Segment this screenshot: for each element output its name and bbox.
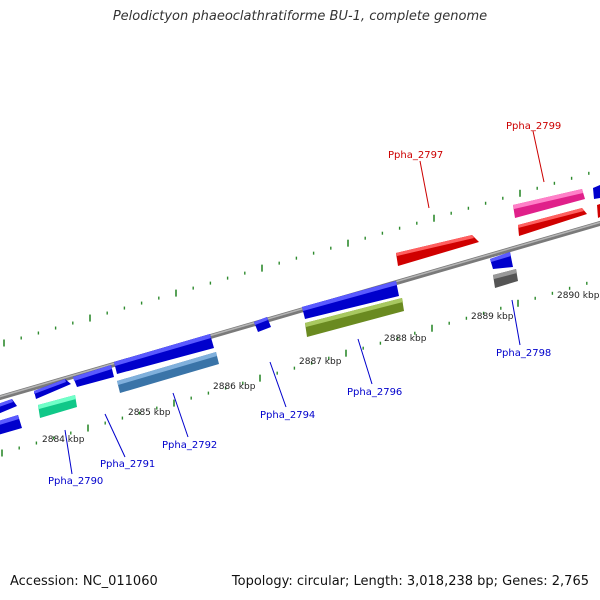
gene-reverse-7[interactable] <box>302 281 399 319</box>
feature-teal[interactable] <box>38 395 77 418</box>
feature-olive[interactable] <box>305 298 404 337</box>
feature-steelblue[interactable] <box>117 352 219 393</box>
gene-reverse-4[interactable] <box>73 365 114 387</box>
kbp-label-2884: 2884 kbp <box>42 435 85 445</box>
gene-forward-4[interactable] <box>597 204 600 218</box>
gene-forward-3[interactable] <box>593 185 600 199</box>
gene-label-ppha-2798[interactable]: Ppha_2798 <box>496 348 551 359</box>
gene-label-ppha-2796[interactable]: Ppha_2796 <box>347 387 402 398</box>
gene-forward-1[interactable] <box>396 235 479 266</box>
kbp-label-2888: 2888 kbp <box>384 334 427 344</box>
gene-reverse-5[interactable] <box>114 334 214 374</box>
gene-label-ppha-2797[interactable]: Ppha_2797 <box>388 150 443 161</box>
kbp-label-2890: 2890 kbp <box>557 291 600 301</box>
gene-forward-2[interactable] <box>518 208 587 236</box>
kbp-label-2887: 2887 kbp <box>299 357 342 367</box>
leader-lines <box>64 130 545 475</box>
feature-gray[interactable] <box>493 269 518 288</box>
genome-backbone-highlight <box>0 221 600 398</box>
gene-label-ppha-2794[interactable]: Ppha_2794 <box>260 410 315 421</box>
gene-reverse-6[interactable] <box>254 317 271 332</box>
kbp-label-2886: 2886 kbp <box>213 382 256 392</box>
genome-title: Pelodictyon phaeoclathratiforme BU-1, co… <box>112 9 488 24</box>
gene-label-ppha-2790[interactable]: Ppha_2790 <box>48 476 103 487</box>
gene-reverse-2[interactable] <box>0 415 22 435</box>
gene-forward-pink[interactable] <box>513 189 585 218</box>
gene-reverse-8[interactable] <box>490 252 513 269</box>
kbp-label-2889: 2889 kbp <box>471 312 514 322</box>
tick-row-upper <box>3 171 590 347</box>
genome-summary-text: Topology: circular; Length: 3,018,238 bp… <box>231 574 589 589</box>
genome-backbone <box>0 220 600 401</box>
tick-row-lower <box>1 281 588 457</box>
kbp-label-2885: 2885 kbp <box>128 408 171 418</box>
gene-label-ppha-2792[interactable]: Ppha_2792 <box>162 440 217 451</box>
gene-label-ppha-2799[interactable]: Ppha_2799 <box>506 121 561 132</box>
gene-reverse-1[interactable] <box>0 399 17 414</box>
accession-text: Accession: NC_011060 <box>10 574 158 589</box>
gene-reverse-3[interactable] <box>34 379 71 399</box>
gene-label-ppha-2791[interactable]: Ppha_2791 <box>100 459 155 470</box>
